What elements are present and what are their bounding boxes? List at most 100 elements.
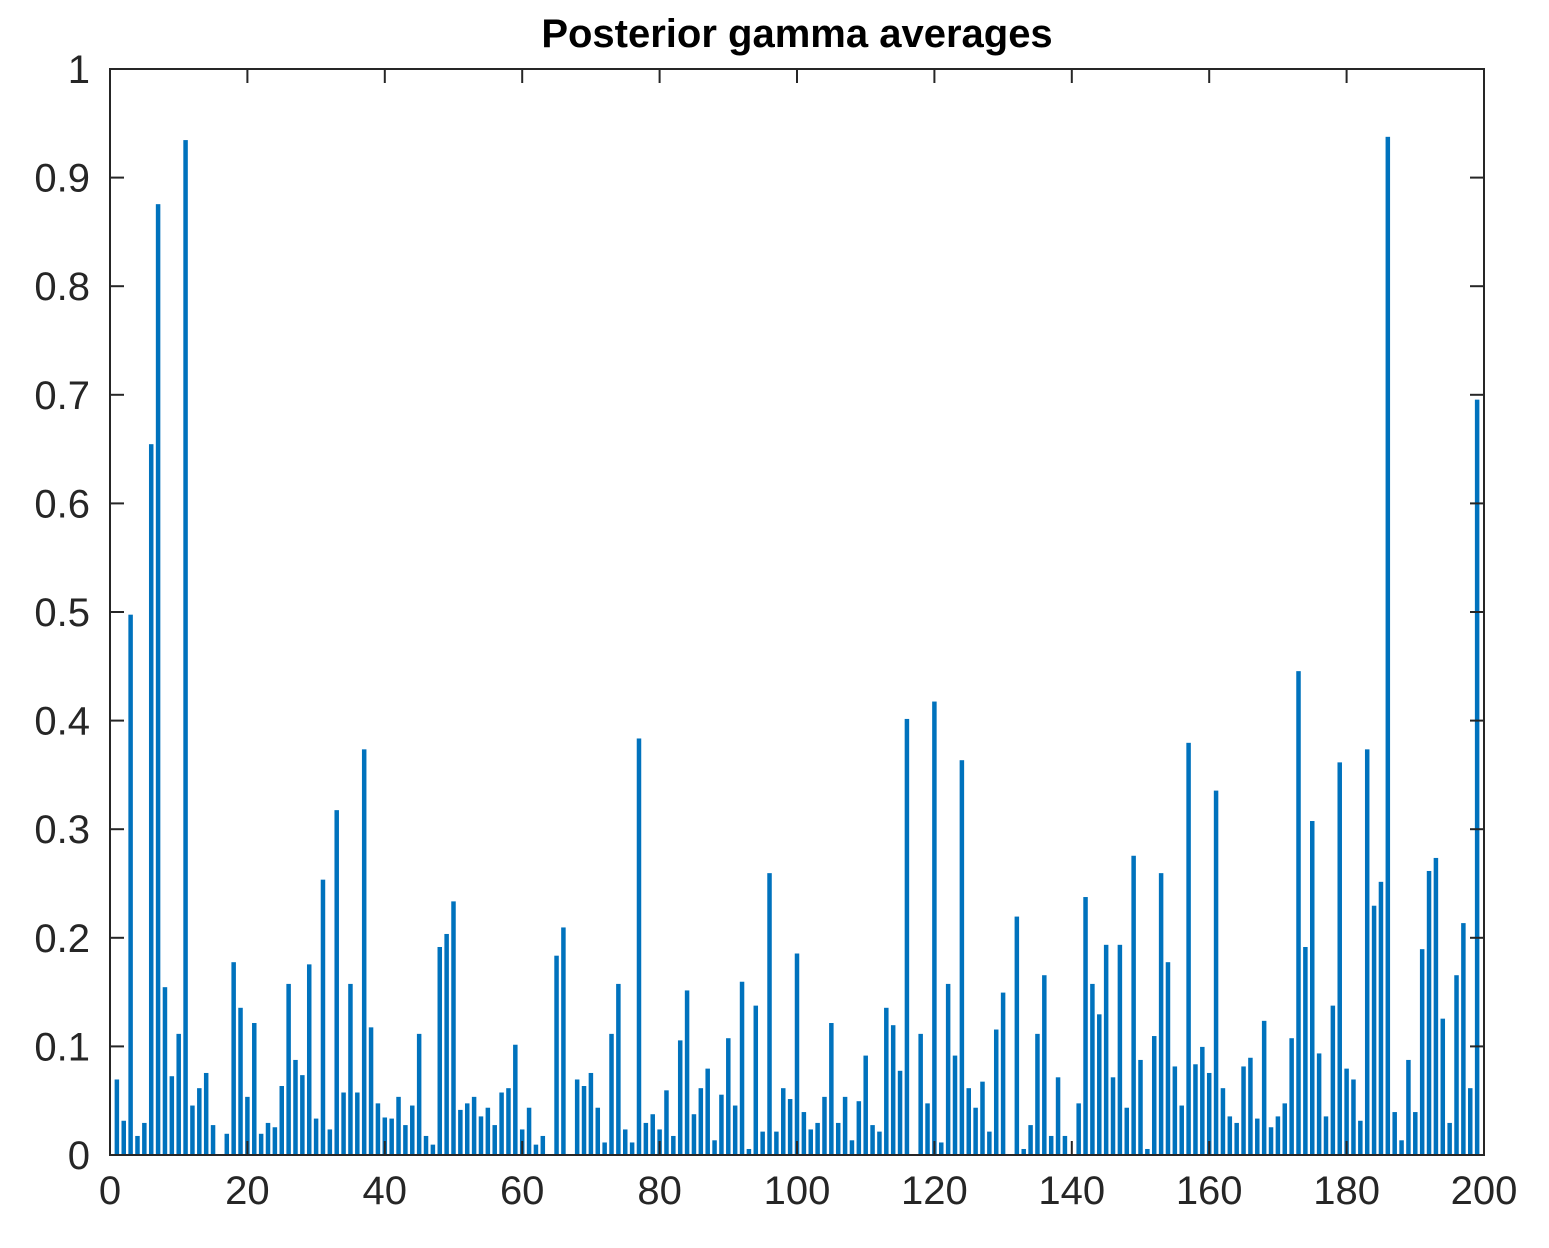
bar-21: [251, 1022, 258, 1156]
bar-191: [1418, 948, 1426, 1156]
bar-149: [1130, 854, 1137, 1156]
y-tick-label: 0.8: [34, 265, 90, 309]
bar-24: [271, 1126, 279, 1156]
bar-68: [573, 1078, 581, 1156]
bar-121: [938, 1141, 945, 1156]
y-tick-label: 0.6: [34, 482, 90, 526]
x-tick-label: 160: [1176, 1169, 1243, 1213]
bar-66: [560, 926, 567, 1156]
bar-6: [147, 443, 155, 1156]
bar-100: [793, 952, 801, 1156]
bar-86: [697, 1087, 705, 1156]
bar-32: [326, 1128, 334, 1156]
bar-17: [223, 1132, 231, 1156]
bar-30: [312, 1117, 320, 1156]
bar-8: [161, 986, 169, 1156]
bar-119: [924, 1102, 931, 1156]
bar-1: [113, 1078, 121, 1156]
bar-34: [340, 1091, 347, 1156]
bar-92: [738, 980, 746, 1156]
bar-56: [491, 1124, 498, 1156]
bar-83: [676, 1039, 684, 1156]
bar-138: [1054, 1076, 1062, 1156]
bar-50: [450, 900, 457, 1156]
bar-176: [1315, 1052, 1323, 1156]
bar-51: [457, 1108, 464, 1156]
bar-189: [1405, 1058, 1412, 1156]
bar-115: [896, 1069, 904, 1156]
bar-113: [883, 1006, 890, 1156]
bar-112: [876, 1130, 883, 1156]
bar-173: [1295, 670, 1302, 1156]
bar-47: [429, 1143, 437, 1156]
bar-124: [958, 759, 966, 1156]
y-tick-label: 0.9: [34, 157, 90, 201]
bar-31: [319, 878, 327, 1156]
bars-group: [113, 135, 1481, 1156]
y-tick-label: 0.3: [34, 808, 90, 852]
bar-199: [1473, 398, 1481, 1156]
bar-70: [587, 1071, 595, 1156]
bar-178: [1329, 1004, 1337, 1156]
bar-2: [120, 1119, 127, 1156]
bar-72: [601, 1141, 608, 1156]
bar-63: [539, 1134, 547, 1156]
bar-107: [841, 1095, 849, 1156]
bar-101: [800, 1111, 808, 1156]
bar-97: [773, 1130, 780, 1156]
bar-170: [1274, 1115, 1282, 1156]
bar-168: [1260, 1019, 1268, 1156]
y-tick-label: 0: [68, 1134, 90, 1178]
bar-118: [917, 1032, 924, 1156]
bar-136: [1041, 974, 1048, 1156]
bar-26: [285, 982, 292, 1156]
bar-132: [1013, 915, 1021, 1156]
bar-19: [237, 1006, 244, 1156]
bar-9: [168, 1075, 176, 1156]
bar-163: [1226, 1115, 1234, 1156]
bar-186: [1384, 135, 1392, 1156]
y-tick-label: 0.7: [34, 374, 90, 418]
bar-27: [292, 1058, 299, 1156]
bar-36: [354, 1091, 361, 1156]
bar-179: [1336, 761, 1343, 1156]
bar-37: [360, 748, 368, 1156]
bar-175: [1309, 820, 1316, 1156]
bar-99: [786, 1098, 794, 1156]
bar-65: [553, 954, 560, 1156]
bar-165: [1240, 1065, 1247, 1156]
bar-18: [230, 961, 237, 1156]
bar-12: [189, 1104, 196, 1156]
bar-28: [299, 1074, 306, 1156]
bar-125: [965, 1087, 972, 1156]
bar-90: [725, 1037, 732, 1156]
bar-48: [436, 945, 444, 1156]
bar-91: [731, 1104, 739, 1156]
y-tick-label: 1: [68, 48, 90, 92]
bar-147: [1116, 943, 1124, 1156]
bar-73: [608, 1032, 615, 1156]
bar-77: [635, 737, 643, 1156]
bar-94: [752, 1004, 760, 1156]
bar-194: [1439, 1017, 1447, 1156]
bar-45: [415, 1032, 423, 1156]
bar-177: [1322, 1115, 1330, 1156]
bar-84: [683, 989, 691, 1156]
bar-3: [127, 613, 134, 1156]
bar-139: [1061, 1134, 1069, 1156]
bar-169: [1267, 1126, 1275, 1156]
bar-111: [869, 1124, 876, 1156]
bar-54: [477, 1115, 485, 1156]
bar-105: [828, 1022, 835, 1156]
bar-87: [704, 1067, 711, 1156]
bar-142: [1082, 896, 1089, 1156]
bar-110: [862, 1054, 869, 1156]
bar-104: [821, 1095, 828, 1156]
bar-78: [642, 1121, 650, 1156]
bar-59: [512, 1043, 519, 1156]
bar-182: [1357, 1119, 1364, 1156]
bar-158: [1192, 1063, 1199, 1156]
bar-183: [1363, 748, 1371, 1156]
bar-43: [402, 1124, 409, 1156]
bar-88: [711, 1139, 718, 1156]
